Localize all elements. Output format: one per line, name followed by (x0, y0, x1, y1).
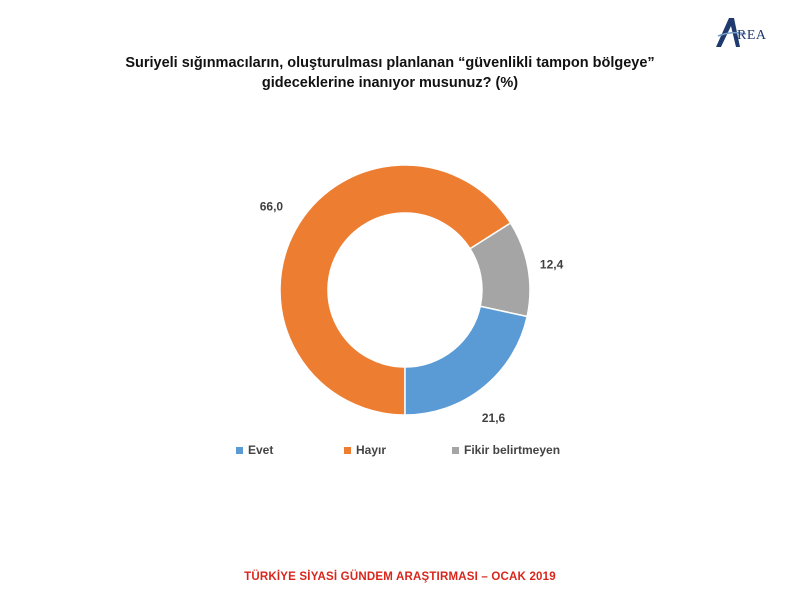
legend-label-hayir: Hayır (356, 443, 387, 457)
legend-item-fikir-belirtmeyen: Fikir belirtmeyen (452, 443, 560, 457)
legend-label-fikir-belirtmeyen: Fikir belirtmeyen (464, 443, 561, 457)
donut-slice-hayir (279, 164, 512, 416)
legend-swatch-hayir (344, 446, 351, 454)
data-label-hayir: 66,0 (260, 199, 284, 213)
legend-swatch-evet (236, 446, 243, 454)
title-line-1: Suriyeli sığınmacıların, oluşturulması p… (125, 55, 655, 71)
chart-title: Suriyeli sığınmacıların, oluşturulması p… (60, 53, 720, 93)
chart-legend: Evet Hayır Fikir belirtmeyen (0, 443, 800, 461)
legend-item-hayir: Hayır (344, 443, 386, 457)
footer-survey-name: TÜRKİYE SİYASİ GÜNDEM ARAŞTIRMASI – OCAK… (244, 571, 556, 583)
donut-slice-evet (404, 305, 529, 416)
title-line-2: gideceklerine inanıyor musunuz? (%) (261, 75, 519, 91)
legend-item-evet: Evet (236, 443, 273, 457)
area-logo-icon (716, 18, 747, 47)
legend-label-evet: Evet (248, 443, 274, 457)
area-logo-text: REA (737, 28, 767, 43)
data-label-fikir-belirtmeyen: 12,4 (540, 258, 564, 272)
data-label-evet: 21,6 (482, 411, 506, 425)
legend-swatch-fikir-belirtmeyen (452, 446, 459, 454)
